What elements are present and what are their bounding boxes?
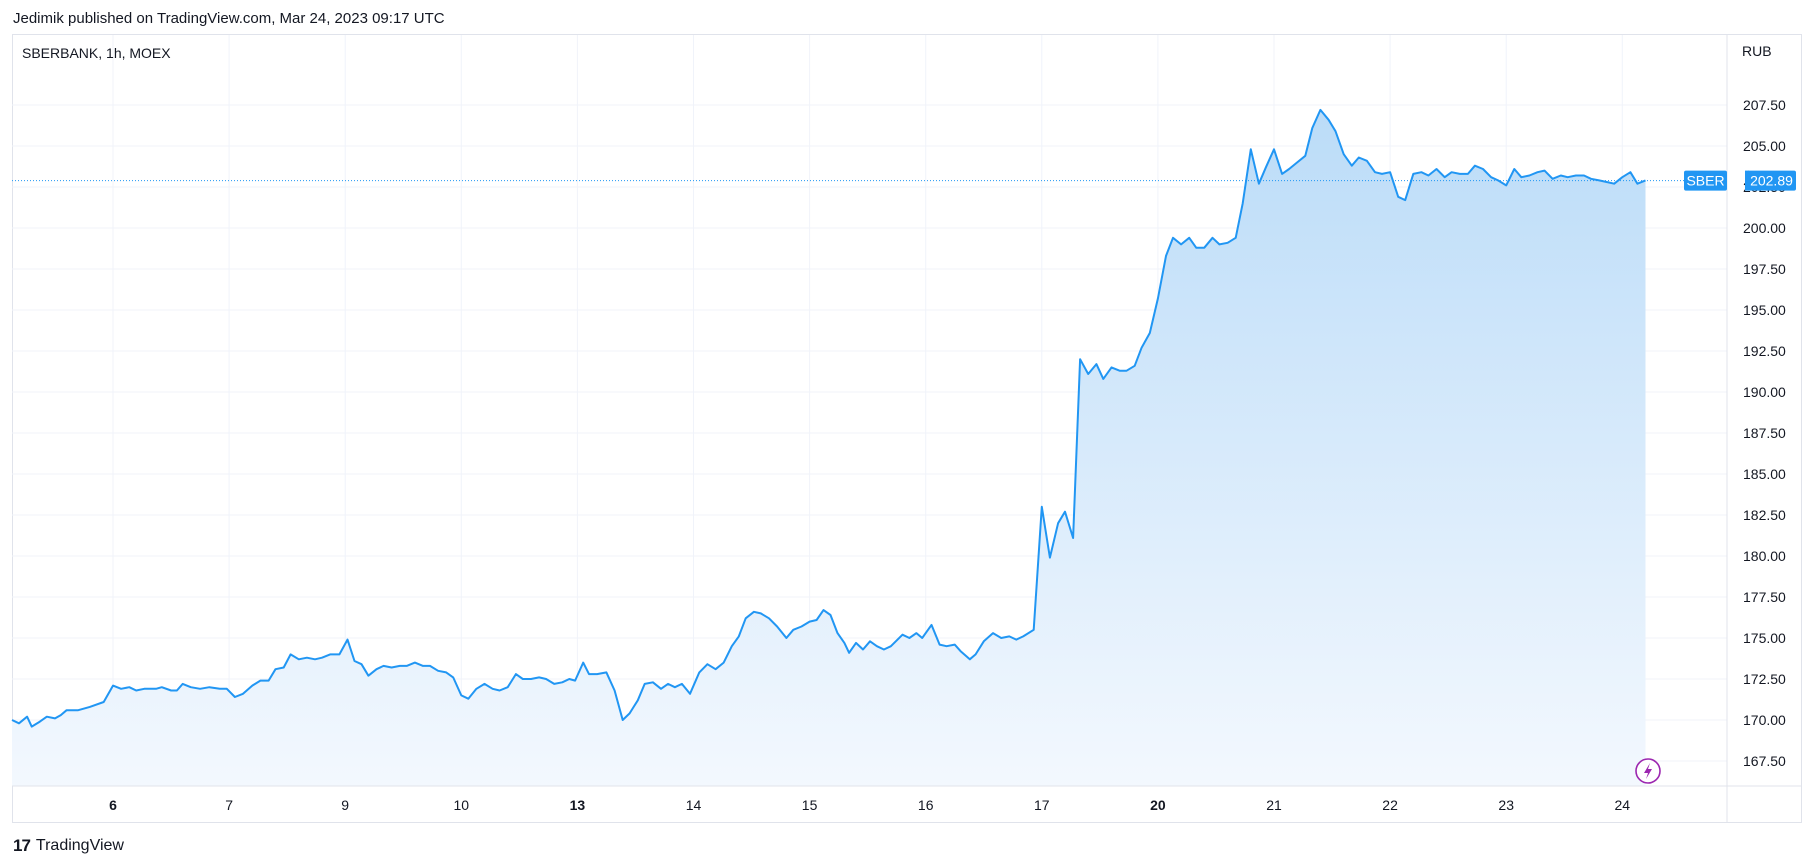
y-tick-label: 182.50	[1743, 507, 1786, 523]
y-tick-label: 185.00	[1743, 466, 1786, 482]
chart-frame	[12, 34, 1802, 823]
publish-info: Jedimik published on TradingView.com, Ma…	[13, 10, 445, 27]
currency-label: RUB	[1742, 43, 1772, 59]
y-tick-label: 207.50	[1743, 97, 1786, 113]
y-tick-label: 190.00	[1743, 384, 1786, 400]
tradingview-brand: TradingView	[35, 837, 124, 854]
y-tick-label: 175.00	[1743, 630, 1786, 646]
price-area-fill	[12, 109, 1646, 786]
y-tick-label: 197.50	[1743, 261, 1786, 277]
y-tick-label: 195.00	[1743, 302, 1786, 318]
y-tick-label: 167.50	[1743, 753, 1786, 769]
x-tick-label: 21	[1266, 797, 1282, 813]
x-tick-label: 10	[454, 797, 470, 813]
symbol-badge	[1684, 170, 1727, 191]
y-tick-label: 170.00	[1743, 712, 1786, 728]
x-tick-label: 7	[225, 797, 233, 813]
last-price-tag-notch	[1745, 170, 1749, 191]
y-tick-label: 177.50	[1743, 589, 1786, 605]
x-tick-label: 14	[686, 797, 702, 813]
y-tick-label: 192.50	[1743, 343, 1786, 359]
y-tick-label: 200.00	[1743, 220, 1786, 236]
last-price-badge: SBER 202.89	[1684, 170, 1796, 191]
x-tick-label: 6	[109, 797, 117, 813]
price-axis[interactable]: 167.50 170.00 172.50 175.00 177.50 180.00 182.…	[1726, 35, 1786, 822]
x-tick-label: 15	[802, 797, 818, 813]
lightning-icon[interactable]	[1635, 758, 1661, 784]
last-price-tag	[1747, 170, 1796, 191]
lightning-icon-bolt	[1644, 763, 1652, 779]
price-line	[11, 108, 1646, 728]
y-tick-label: 187.50	[1743, 425, 1786, 441]
x-tick-label: 23	[1498, 797, 1514, 813]
x-tick-label: 17	[1034, 797, 1050, 813]
tradingview-logo-icon: 17	[13, 836, 31, 855]
symbol-badge-label: SBER	[1686, 173, 1724, 189]
x-tick-label: 20	[1150, 797, 1166, 813]
y-tick-label: 180.00	[1743, 548, 1786, 564]
plot-area	[11, 108, 1727, 786]
y-tick-label: 205.00	[1743, 138, 1786, 154]
time-axis[interactable]: 6 7 9 10 13 14 15 16 17 20 21 22 23 24	[12, 785, 1802, 813]
x-tick-label: 16	[918, 797, 934, 813]
symbol-label: SBERBANK, 1h, MOEX	[22, 45, 171, 61]
x-tick-label: 22	[1382, 797, 1398, 813]
x-tick-label: 13	[570, 797, 586, 813]
x-tick-label: 24	[1615, 797, 1631, 813]
last-price-value: 202.89	[1750, 173, 1793, 189]
x-tick-label: 9	[341, 797, 349, 813]
y-tick-label: 172.50	[1743, 671, 1786, 687]
tradingview-logo[interactable]: 17 TradingView	[13, 836, 124, 856]
